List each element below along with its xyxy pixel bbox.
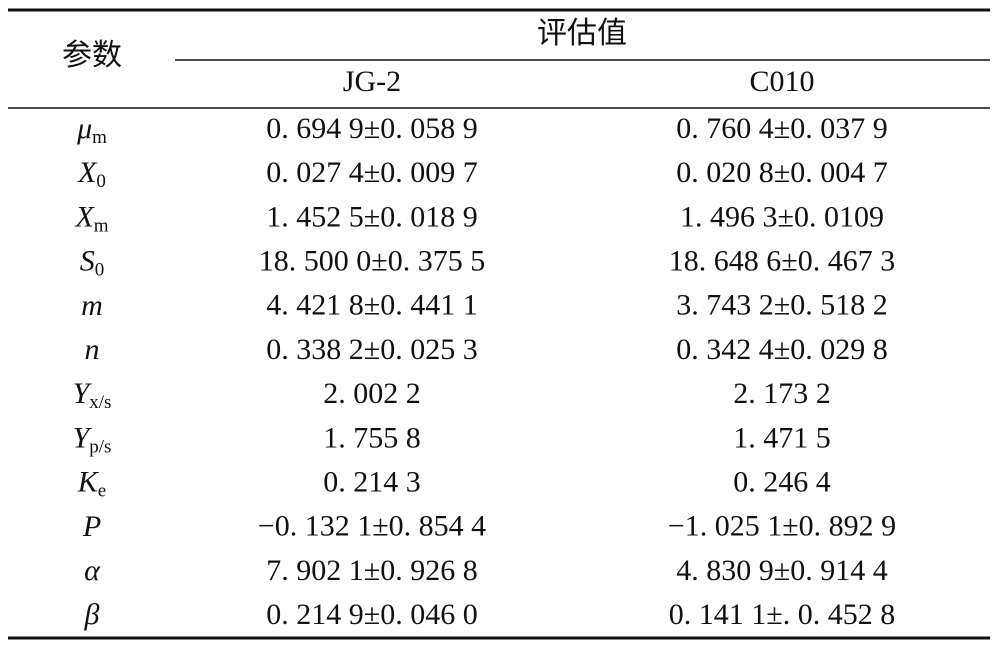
symbol: K: [77, 465, 100, 498]
value-cell: 0. 214 3: [323, 465, 421, 498]
param-symbol: α: [84, 554, 101, 587]
value-cell: −0. 132 1±0. 854 4: [258, 510, 486, 543]
param-symbol: Ke: [77, 465, 106, 501]
symbol: Y: [73, 421, 93, 454]
value-cell: 4. 421 8±0. 441 1: [266, 289, 477, 322]
column-header: JG-2: [343, 65, 401, 98]
column-header: C010: [749, 65, 814, 98]
subscript: 0: [95, 260, 105, 281]
subscript: m: [94, 216, 109, 237]
symbol: Y: [73, 377, 93, 410]
subscript: e: [98, 481, 106, 502]
param-symbol: X0: [77, 156, 106, 192]
symbol: μ: [76, 112, 92, 145]
symbol: P: [82, 510, 101, 543]
value-cell: 0. 338 2±0. 025 3: [266, 333, 477, 366]
param-symbol: m: [81, 289, 103, 322]
param-symbol: P: [82, 510, 101, 543]
subscript: x/s: [89, 393, 111, 414]
symbol: n: [85, 333, 100, 366]
value-cell: 0. 342 4±0. 029 8: [676, 333, 887, 366]
symbol: S: [80, 244, 95, 277]
value-cell: 1. 496 3±0. 0109: [680, 200, 884, 233]
value-cell: 0. 141 1±. 0. 452 8: [669, 598, 895, 631]
subscript: 0: [96, 172, 106, 193]
value-cell: 0. 760 4±0. 037 9: [676, 112, 887, 145]
value-cell: 1. 452 5±0. 018 9: [266, 200, 477, 233]
value-cell: 1. 471 5: [733, 421, 831, 454]
value-cell: 0. 246 4: [733, 465, 831, 498]
subscript: m: [92, 127, 107, 148]
value-cell: 0. 020 8±0. 004 7: [676, 156, 887, 189]
subscript: p/s: [89, 437, 111, 458]
value-cell: 7. 902 1±0. 926 8: [266, 554, 477, 587]
value-cell: 18. 648 6±0. 467 3: [669, 244, 895, 277]
param-header: 参数: [62, 39, 122, 72]
param-symbol: Xm: [74, 200, 108, 236]
symbol: X: [74, 200, 95, 233]
symbol: β: [84, 598, 100, 631]
value-cell: 18. 500 0±0. 375 5: [259, 244, 485, 277]
value-cell: 2. 173 2: [733, 377, 831, 410]
value-cell: −1. 025 1±0. 892 9: [668, 510, 896, 543]
param-symbol: μm: [76, 112, 107, 148]
value-cell: 1. 755 8: [323, 421, 421, 454]
symbol: X: [77, 156, 98, 189]
symbol: m: [81, 289, 103, 322]
value-cell: 2. 002 2: [323, 377, 421, 410]
value-cell: 4. 830 9±0. 914 4: [676, 554, 887, 587]
param-symbol: S0: [80, 244, 105, 280]
param-symbol: β: [84, 598, 100, 631]
param-symbol: Yp/s: [73, 421, 112, 457]
value-cell: 0. 214 9±0. 046 0: [266, 598, 477, 631]
param-symbol: n: [85, 333, 100, 366]
value-cell: 0. 027 4±0. 009 7: [266, 156, 477, 189]
value-cell: 3. 743 2±0. 518 2: [676, 289, 887, 322]
group-header: 评估值: [537, 17, 627, 50]
param-symbol: Yx/s: [73, 377, 112, 413]
symbol: α: [84, 554, 101, 587]
value-cell: 0. 694 9±0. 058 9: [266, 112, 477, 145]
